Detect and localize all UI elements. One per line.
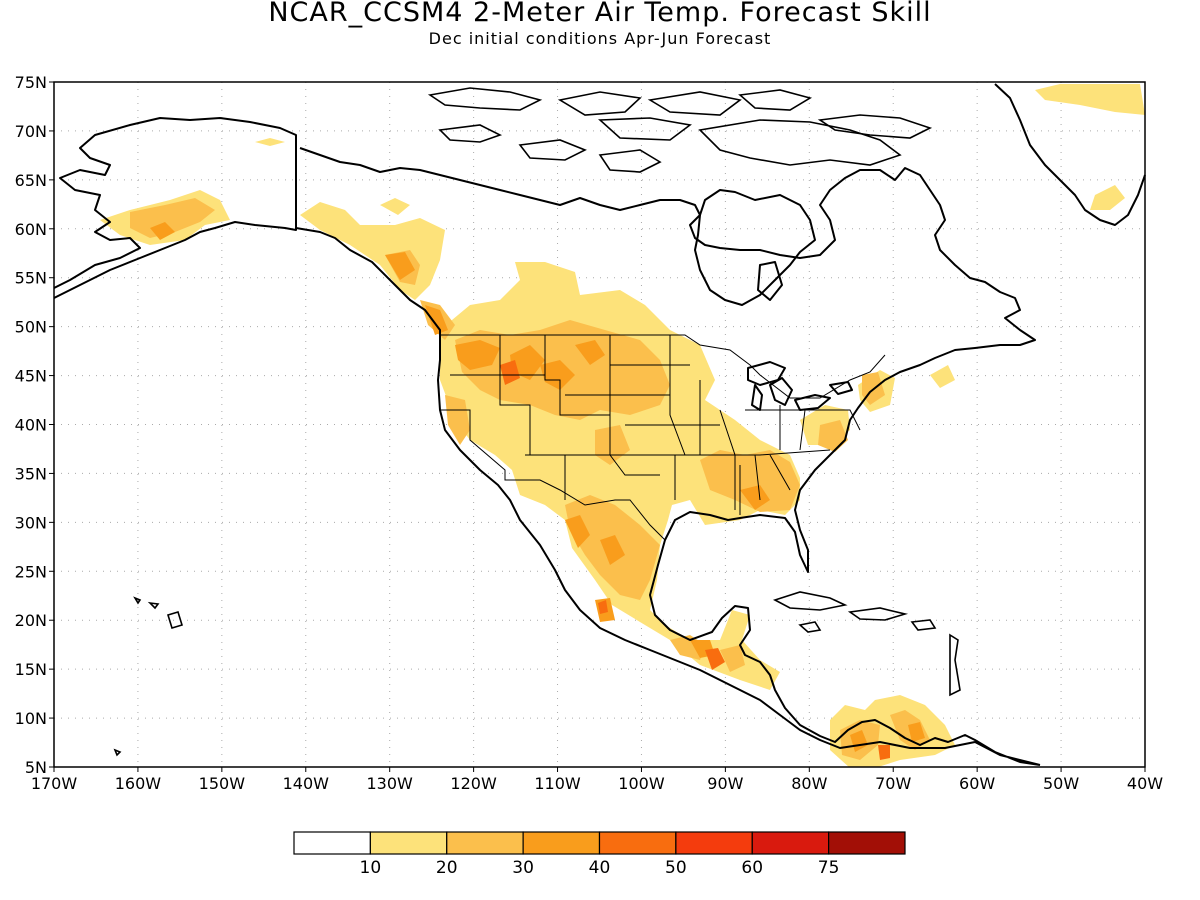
lat-tick-label: 70N <box>15 122 47 141</box>
lat-tick-label: 30N <box>15 513 47 532</box>
lat-tick-label: 15N <box>15 660 47 679</box>
colorbar-swatch <box>828 831 906 855</box>
colorbar-swatch <box>598 831 677 855</box>
colorbar-label: 40 <box>589 858 611 878</box>
lat-tick-label: 35N <box>15 464 47 483</box>
skill-shading <box>100 84 1145 767</box>
lat-tick-label: 40N <box>15 416 47 435</box>
colorbar-label: 50 <box>665 858 687 878</box>
latitude-axis: 5N 10N 15N 20N 25N 30N 35N 40N 45N 50N 55N 60N 65N 70… <box>15 73 54 777</box>
colorbar-swatch <box>751 831 830 855</box>
colorbar-swatch <box>446 831 524 855</box>
lon-tick-label: 60W <box>959 774 995 793</box>
lon-tick-label: 50W <box>1043 774 1079 793</box>
lat-tick-label: 45N <box>15 367 47 386</box>
skill-band-40-50 <box>500 360 890 760</box>
political-borders <box>295 135 886 541</box>
lon-tick-label: 150W <box>199 774 246 793</box>
colorbar-label: 75 <box>818 858 840 878</box>
lat-tick-label: 5N <box>25 758 47 777</box>
lon-tick-label: 100W <box>618 774 665 793</box>
colorbar-label: 20 <box>436 858 458 878</box>
colorbar-label: 30 <box>512 858 534 878</box>
colorbar-swatch <box>369 831 448 855</box>
lat-tick-label: 60N <box>15 220 47 239</box>
colorbar-swatch <box>522 831 601 855</box>
lat-tick-label: 65N <box>15 171 47 190</box>
map-title: NCAR_CCSM4 2-Meter Air Temp. Forecast Sk… <box>268 0 932 28</box>
lat-tick-label: 55N <box>15 269 47 288</box>
lon-tick-label: 170W <box>31 774 78 793</box>
colorbar-label: 60 <box>741 858 763 878</box>
lat-tick-label: 25N <box>15 562 47 581</box>
lon-tick-label: 90W <box>707 774 743 793</box>
lon-tick-label: 70W <box>875 774 911 793</box>
longitude-axis: 170W 160W 150W 140W 130W 120W 110W 100W 90W 80W 70… <box>31 767 1163 793</box>
skill-band-10-20 <box>100 84 1145 767</box>
colorbar-swatch <box>293 831 371 855</box>
lat-tick-label: 10N <box>15 709 47 728</box>
coastlines <box>53 83 1146 766</box>
lon-tick-label: 110W <box>534 774 581 793</box>
lon-tick-label: 80W <box>791 774 827 793</box>
lon-tick-label: 120W <box>450 774 497 793</box>
colorbar-label: 10 <box>360 858 382 878</box>
lon-tick-label: 40W <box>1127 774 1163 793</box>
colorbar: 10 20 30 40 50 60 75 <box>293 831 906 878</box>
lat-tick-label: 20N <box>15 611 47 630</box>
lon-tick-label: 160W <box>115 774 162 793</box>
lon-tick-label: 130W <box>367 774 414 793</box>
lat-tick-label: 75N <box>15 73 47 92</box>
colorbar-swatch <box>675 831 753 855</box>
skill-band-30-40 <box>150 222 925 752</box>
lon-tick-label: 140W <box>283 774 330 793</box>
map-subtitle: Dec initial conditions Apr-Jun Forecast <box>428 29 772 48</box>
lat-tick-label: 50N <box>15 318 47 337</box>
